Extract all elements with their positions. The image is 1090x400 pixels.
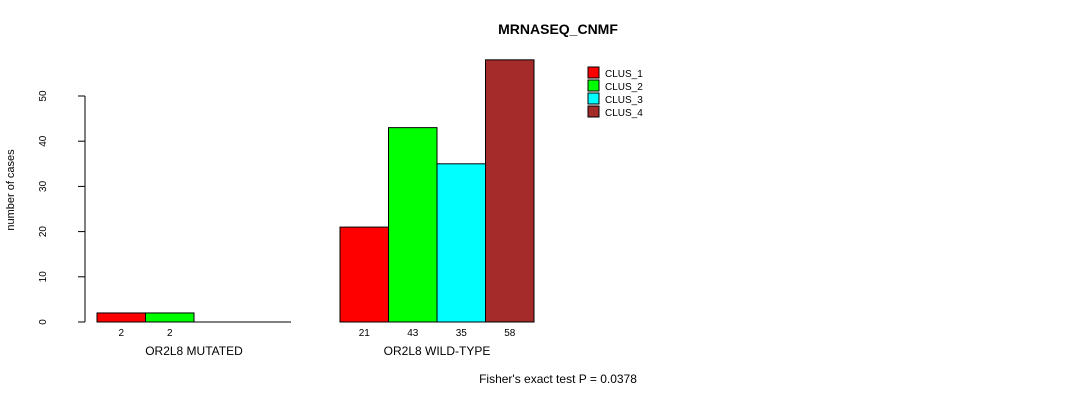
y-axis: 0 10 20 30 40 50 (38, 90, 86, 325)
legend-label: CLUS_4 (605, 108, 643, 119)
bar-value-label: 2 (167, 328, 173, 339)
legend-label: CLUS_1 (605, 69, 643, 80)
y-axis-label: number of cases (5, 149, 17, 231)
y-tick-label: 10 (38, 271, 49, 283)
group-label: OR2L8 MUTATED (145, 344, 243, 358)
y-tick-label: 20 (38, 226, 49, 238)
legend-label: CLUS_2 (605, 82, 643, 93)
legend-swatch (587, 92, 600, 105)
y-tick-label: 30 (38, 180, 49, 192)
y-tick-label: 0 (38, 319, 49, 325)
bar-value-label: 2 (118, 328, 124, 339)
bar-clus_1 (339, 226, 389, 323)
bar-value-label: 58 (504, 328, 516, 339)
bar-clus_2 (388, 127, 438, 323)
bar-clus_3 (436, 163, 486, 323)
fisher-test-annotation: Fisher's exact test P = 0.0378 (479, 372, 637, 386)
chart-title: MRNASEQ_CNMF (498, 21, 618, 37)
bar-clus_1 (96, 312, 146, 323)
legend-swatch (587, 79, 600, 92)
legend-swatch (587, 105, 600, 118)
bar-value-label: 35 (456, 328, 468, 339)
bar-value-label: 21 (359, 328, 371, 339)
bar-value-label: 43 (407, 328, 419, 339)
legend-label: CLUS_3 (605, 95, 643, 106)
bar-groups: 2 2 OR2L8 MUTATED 21 43 35 58 OR2L8 WILD-TYPE (96, 59, 535, 358)
legend: CLUS_1 CLUS_2 CLUS_3 CLUS_4 (587, 66, 643, 119)
group-label: OR2L8 WILD-TYPE (384, 344, 491, 358)
y-tick-label: 50 (38, 90, 49, 102)
bar-clus_2 (145, 312, 195, 323)
bar-clus_4 (485, 59, 535, 323)
y-tick-label: 40 (38, 135, 49, 147)
legend-swatch (587, 66, 600, 79)
